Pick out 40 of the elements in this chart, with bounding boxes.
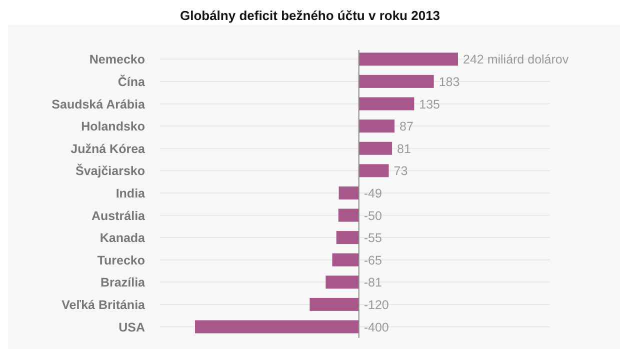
bar <box>195 320 359 334</box>
y-tick-label: Brazília <box>100 276 146 290</box>
data-label: 183 <box>438 74 460 89</box>
bar <box>336 231 359 244</box>
data-label: 73 <box>394 164 408 178</box>
y-tick-label: Saudská Arábia <box>52 97 146 112</box>
data-label: 242 miliárd dolárov <box>463 52 570 67</box>
y-tick-label: Holandsko <box>81 120 146 134</box>
y-tick-label: Turecko <box>97 253 146 268</box>
data-label: -400 <box>364 320 389 334</box>
bar <box>358 120 395 133</box>
y-tick-label: Južná Kórea <box>70 142 146 156</box>
data-label: -120 <box>364 298 389 312</box>
data-label: 135 <box>419 97 440 112</box>
y-tick-label: Švajčiarsko <box>76 163 146 178</box>
bar <box>326 276 359 289</box>
data-label: -49 <box>364 186 382 200</box>
data-label: 87 <box>400 120 414 134</box>
bar <box>358 74 434 88</box>
data-label: -55 <box>364 231 382 246</box>
y-tick-label: Veľká Británia <box>62 298 146 312</box>
bar <box>358 52 458 66</box>
y-tick-label: Austrália <box>92 208 146 223</box>
y-tick-label: Čína <box>118 74 146 89</box>
y-tick-label: USA <box>118 320 145 334</box>
data-label: -65 <box>364 253 382 268</box>
y-tick-label: Kanada <box>100 231 146 246</box>
chart-title: Globálny deficit bežného účtu v roku 2013 <box>180 8 440 23</box>
y-tick-label: India <box>116 186 146 200</box>
data-label: -50 <box>364 208 382 223</box>
bar <box>338 186 359 200</box>
data-label: -81 <box>364 276 382 290</box>
bar <box>332 253 359 266</box>
bar <box>358 164 389 178</box>
bar <box>310 298 359 311</box>
bar <box>358 97 414 110</box>
bar <box>338 208 359 222</box>
bar <box>358 142 392 155</box>
data-label: 81 <box>397 142 411 156</box>
y-tick-label: Nemecko <box>89 52 146 67</box>
